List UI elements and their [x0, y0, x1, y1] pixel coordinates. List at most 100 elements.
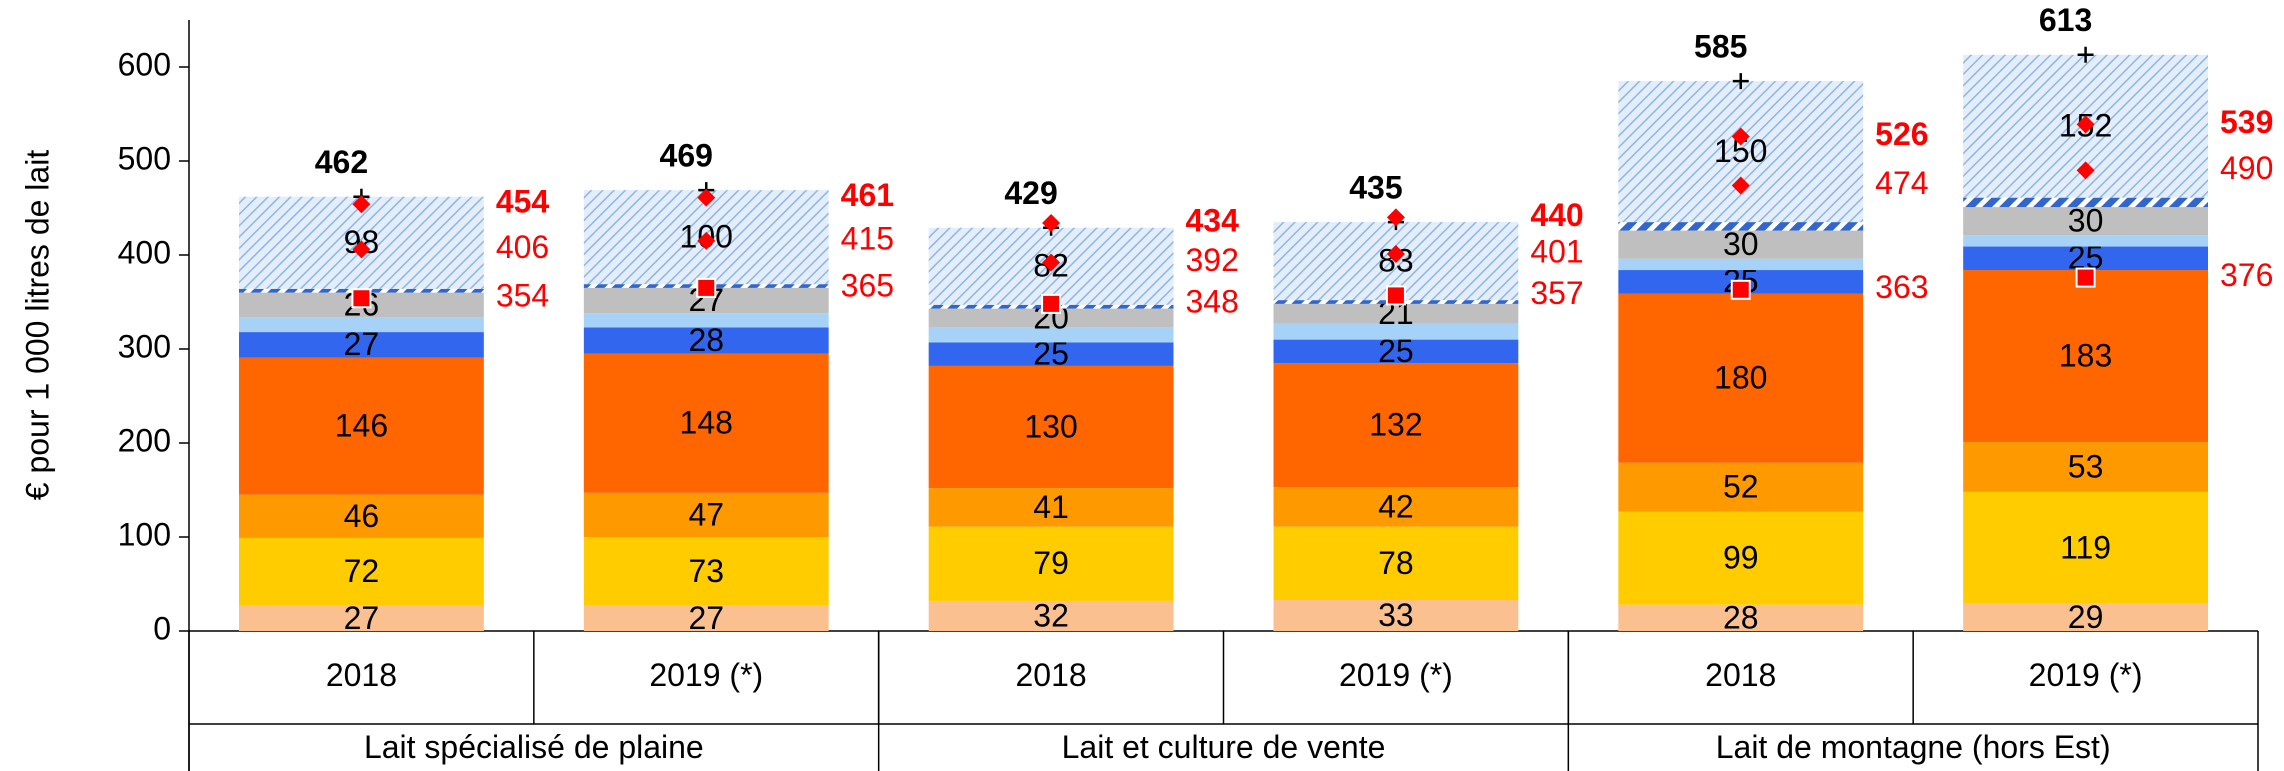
segment-label: 72: [344, 553, 380, 589]
bar-segment: [239, 605, 484, 631]
bar-segment: [1273, 487, 1519, 527]
marker-square: [1730, 279, 1751, 300]
group-label: Lait et culture de vente: [1062, 729, 1386, 765]
marker-label: 440: [1530, 197, 1583, 233]
marker-label: 461: [841, 177, 894, 213]
marker-label: 474: [1875, 165, 1928, 201]
bar-segment: [239, 537, 484, 606]
marker-diamond: [1731, 176, 1750, 195]
y-tick-label: 400: [118, 234, 171, 270]
marker-label: 462: [315, 144, 368, 180]
bar-segment: [1618, 258, 1864, 271]
y-tick-label: 0: [153, 610, 171, 646]
bar-segment: [1963, 491, 2208, 604]
bar-segment: [583, 327, 829, 354]
bar-segment: [1618, 604, 1864, 631]
marker-label: 392: [1185, 242, 1238, 278]
bar-segment: [239, 357, 484, 495]
marker-diamond: [1042, 253, 1061, 272]
marker-label: 469: [660, 138, 713, 174]
x-tick-label: 2019 (*): [1339, 657, 1453, 693]
bar-segment: [1273, 323, 1519, 340]
y-tick-label: 500: [118, 140, 171, 176]
segment-label: 73: [688, 553, 724, 589]
segment-label: 180: [1714, 360, 1767, 396]
bar-segment: [1273, 303, 1519, 324]
y-tick-label: 100: [118, 516, 171, 552]
bar-segment: [928, 600, 1174, 631]
marker-diamond: [1386, 245, 1405, 264]
segment-label: 41: [1033, 489, 1069, 525]
x-tick-label: 2019 (*): [2029, 657, 2143, 693]
bar-segment: [928, 342, 1174, 366]
y-tick-label: 200: [118, 422, 171, 458]
x-tick-label: 2018: [1705, 657, 1776, 693]
marker-diamond: [1731, 127, 1750, 146]
marker-label: 613: [2039, 2, 2092, 38]
marker-diamond: [2076, 161, 2095, 180]
segment-label: 78: [1378, 545, 1414, 581]
bar-segment: [1963, 197, 2208, 208]
marker-square: [696, 277, 717, 298]
bar-segment: [928, 488, 1174, 527]
marker-diamond: [1386, 208, 1405, 227]
marker-label: 348: [1185, 283, 1238, 319]
segment-label: 46: [344, 498, 380, 534]
bar-segment: [1618, 293, 1864, 463]
bar-segment: [1963, 207, 2208, 236]
marker-diamond: [2076, 115, 2095, 134]
marker-diamond: [697, 231, 716, 250]
bar-segment: [928, 327, 1174, 343]
marker-diamond: [697, 188, 716, 207]
marker-diamond: [352, 195, 371, 214]
segment-label: 148: [680, 405, 733, 441]
marker-label: 415: [841, 220, 894, 256]
segment-label: 42: [1378, 488, 1414, 524]
x-tick-label: 2019 (*): [649, 657, 763, 693]
bar-segment: [1963, 442, 2208, 492]
segment-label: 183: [2059, 338, 2112, 374]
marker-label: 454: [496, 184, 550, 220]
marker-plus: [1732, 73, 1749, 90]
marker-label: 539: [2220, 104, 2273, 140]
bar-segment: [1963, 603, 2208, 631]
marker-label: 354: [496, 278, 549, 314]
bar-segment: [1618, 81, 1864, 223]
group-label: Lait spécialisé de plaine: [364, 729, 704, 765]
segment-label: 146: [335, 408, 388, 444]
bar-segment: [583, 313, 829, 328]
bar-segment: [1963, 235, 2208, 247]
x-tick-label: 2018: [326, 657, 397, 693]
marker-plus: [2077, 46, 2094, 63]
bar-segment: [1618, 230, 1864, 259]
segment-label: 47: [688, 496, 724, 532]
segment-label: 130: [1024, 408, 1077, 444]
segment-label: 30: [1723, 226, 1759, 262]
group-label: Lait de montagne (hors Est): [1716, 729, 2111, 765]
bar-segment: [1618, 462, 1864, 512]
bar-segment: [239, 317, 484, 333]
marker-label: 585: [1694, 29, 1747, 65]
marker-square: [1041, 293, 1062, 314]
marker-label: 376: [2220, 257, 2273, 293]
segment-label: 52: [1723, 469, 1759, 505]
marker-label: 357: [1530, 275, 1583, 311]
bar-segment: [1618, 222, 1864, 231]
segment-label: 27: [344, 600, 380, 636]
marker-label: 406: [496, 229, 549, 265]
marker-label: 363: [1875, 269, 1928, 305]
x-tick-label: 2018: [1015, 657, 1086, 693]
bar-segment: [1963, 246, 2208, 271]
segment-label: 28: [688, 322, 724, 358]
segment-label: 99: [1723, 540, 1759, 576]
bar-segment: [1963, 270, 2208, 443]
bar-segment: [1273, 599, 1519, 631]
y-axis-label: € pour 1 000 litres de lait: [19, 150, 55, 501]
bar-segment: [1273, 339, 1519, 364]
marker-square: [1385, 285, 1406, 306]
bar-segment: [583, 537, 829, 606]
segment-label: 53: [2068, 448, 2104, 484]
bar-segment: [583, 492, 829, 537]
segment-label: 27: [344, 326, 380, 362]
